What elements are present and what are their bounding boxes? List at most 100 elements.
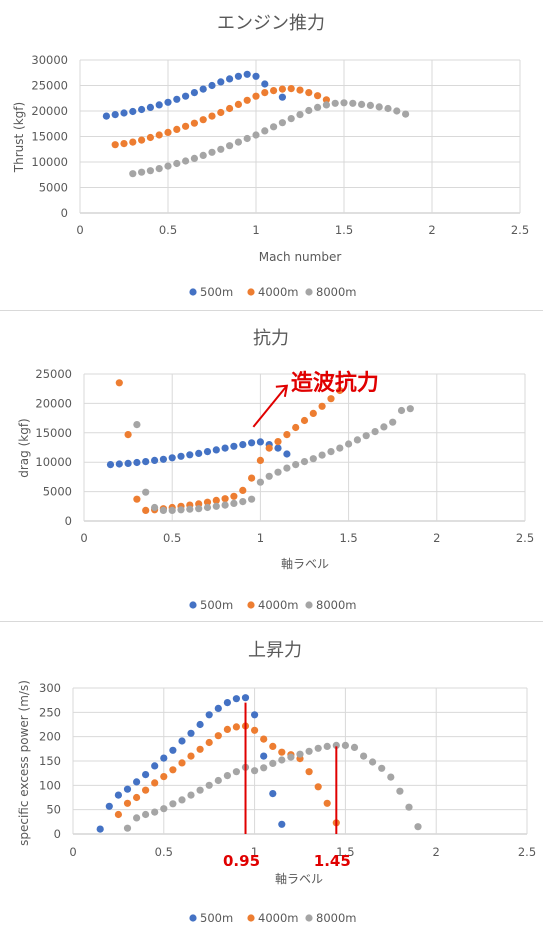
y-tick-label: 15000 [35, 426, 72, 440]
data-point-4000m [151, 779, 159, 787]
x-tick-label: 2 [433, 531, 440, 545]
data-point-500m [169, 746, 177, 754]
data-point-500m [168, 454, 176, 462]
legend-label: 8000m [316, 285, 356, 299]
data-point-8000m [360, 752, 368, 760]
data-point-8000m [314, 744, 322, 752]
data-point-500m [190, 89, 198, 97]
data-point-4000m [300, 416, 309, 425]
data-point-8000m [345, 440, 353, 448]
x-axis-label: 軸ラベル [275, 872, 323, 886]
data-point-500m [241, 694, 250, 702]
data-point-4000m [269, 742, 277, 750]
data-point-500m [111, 111, 119, 119]
annotations: 0.95 1.45 [223, 702, 351, 870]
data-point-8000m [375, 103, 383, 111]
legend: 500m 4000m 8000m [189, 598, 356, 612]
drag-chart-panel: 抗力 0 0.5 1 1.5 2 2.5 0 5000 10000 15000 20000 2500… [0, 311, 543, 621]
data-point-8000m [278, 119, 286, 127]
x-tick-label: 1 [252, 223, 259, 237]
y-tick-label: 5000 [43, 485, 72, 499]
x-tick-label: 0.5 [159, 223, 177, 237]
data-point-8000m [327, 448, 335, 456]
data-point-8000m [151, 808, 159, 816]
y-tick-label: 100 [39, 778, 61, 792]
annotations: 造波抗力 [252, 370, 379, 428]
data-point-500m [178, 737, 186, 745]
data-point-8000m [221, 501, 229, 509]
data-point-8000m [133, 421, 141, 429]
data-point-4000m [120, 140, 128, 148]
data-point-8000m [234, 138, 242, 146]
y-tick-label: 50 [46, 803, 61, 817]
data-point-500m [182, 92, 190, 100]
data-point-500m [186, 451, 194, 459]
data-point-8000m [173, 159, 181, 168]
data-point-4000m [243, 96, 251, 104]
data-point-8000m [129, 170, 137, 178]
data-point-4000m [199, 116, 207, 124]
data-point-8000m [309, 455, 317, 463]
data-point-500m [283, 450, 291, 458]
data-point-500m [260, 752, 268, 760]
y-tick-label: 5000 [39, 181, 68, 195]
data-point-4000m [123, 799, 132, 807]
data-point-8000m [138, 168, 146, 176]
data-point-8000m [203, 503, 212, 512]
legend-label: 8000m [316, 598, 356, 612]
data-point-8000m [371, 428, 379, 436]
data-point-4000m [133, 793, 141, 802]
data-point-4000m [114, 810, 122, 819]
legend-label: 500m [200, 911, 233, 925]
data-point-4000m [142, 786, 150, 794]
legend-entry-4000m: 4000m [247, 911, 298, 925]
data-point-8000m [196, 786, 204, 794]
data-point-8000m [296, 750, 304, 758]
x-tick-label: 2 [428, 223, 435, 237]
data-point-4000m [217, 108, 225, 117]
data-point-8000m [232, 768, 240, 776]
legend-entry-4000m: 4000m [247, 285, 298, 299]
data-point-500m [177, 452, 185, 460]
y-tick-label: 0 [54, 827, 61, 841]
data-point-4000m [208, 112, 216, 120]
legend-marker [247, 914, 255, 922]
data-point-8000m [318, 451, 326, 459]
data-point-4000m [296, 86, 304, 94]
x-tick-label: 0 [69, 845, 76, 859]
data-point-8000m [396, 787, 404, 795]
data-point-8000m [169, 800, 177, 808]
climb-chart-panel: 上昇力 0 0.5 1 1.5 2 2.5 0 50 100 150 200 250 300 0.95… [0, 622, 543, 936]
legend-marker [247, 601, 255, 609]
y-tick-label: 250 [39, 705, 61, 719]
data-point-8000m [369, 758, 377, 766]
legend-entry-500m: 500m [189, 911, 233, 925]
data-point-8000m [168, 506, 176, 514]
legend-label: 500m [200, 598, 233, 612]
data-point-8000m [260, 764, 268, 772]
data-point-500m [146, 103, 154, 111]
data-point-4000m [133, 495, 141, 503]
data-point-500m [212, 446, 220, 454]
y-tick-label: 10000 [35, 455, 72, 469]
data-point-500m [195, 449, 203, 457]
data-point-8000m [269, 759, 277, 767]
data-point-8000m [214, 776, 222, 785]
data-point-4000m [111, 141, 119, 149]
data-point-4000m [124, 431, 132, 439]
x-axis-label: 軸ラベル [281, 557, 329, 571]
data-point-8000m [178, 796, 186, 804]
x-tick-label: 1 [251, 845, 258, 859]
x-tick-label: 0.5 [155, 845, 173, 859]
data-point-8000m [199, 151, 207, 159]
data-point-8000m [402, 110, 410, 118]
data-point-8000m [160, 805, 168, 813]
x-tick-label: 1.5 [339, 531, 357, 545]
data-point-8000m [223, 772, 231, 780]
data-point-500m [142, 458, 150, 466]
data-point-4000m [256, 456, 264, 464]
x-axis: 0 0.5 1 1.5 2 2.5 [80, 531, 534, 545]
data-point-4000m [230, 492, 238, 500]
data-point-500m [196, 720, 204, 729]
annotation-text: 造波抗力 [291, 370, 379, 396]
